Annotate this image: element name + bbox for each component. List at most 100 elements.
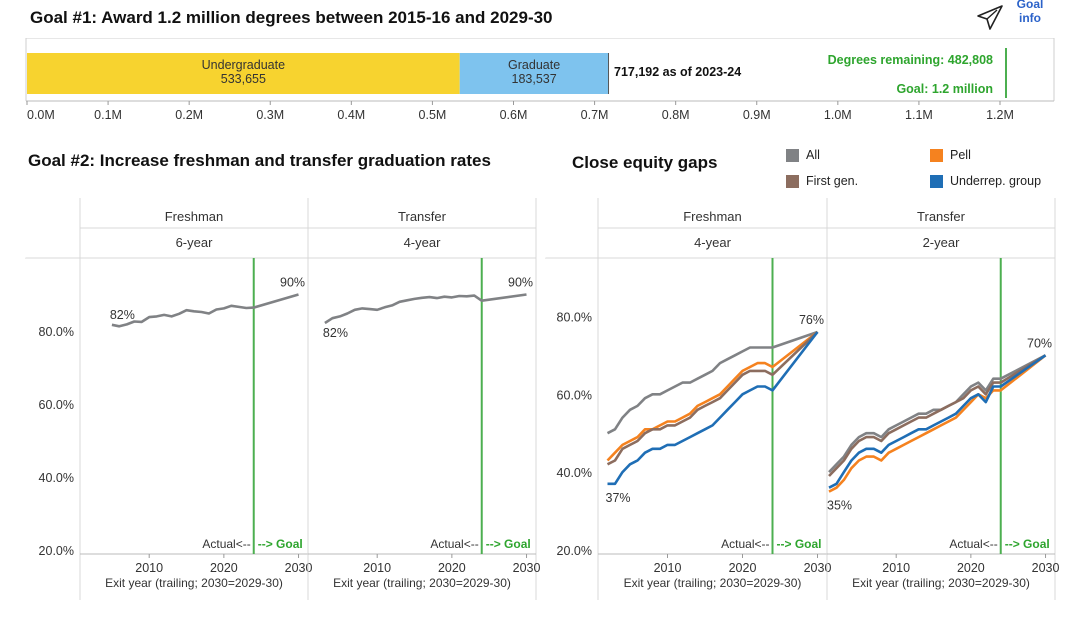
data-label: 90% bbox=[508, 276, 533, 290]
legend-swatch-underrep bbox=[930, 174, 943, 188]
y-tick-label: 60.0% bbox=[557, 388, 592, 402]
data-label: 76% bbox=[799, 313, 824, 327]
x-tick-label: 2030 bbox=[1032, 561, 1060, 575]
goal1-axis-tick-label: 0.8M bbox=[662, 108, 690, 122]
x-tick-label: 2010 bbox=[363, 561, 391, 575]
x-tick-label: 2030 bbox=[513, 561, 541, 575]
x-tick-label: 2020 bbox=[210, 561, 238, 575]
x-tick-label: 2030 bbox=[285, 561, 313, 575]
series-line-all[interactable] bbox=[828, 354, 1047, 474]
goal-info-link[interactable]: Goal info bbox=[1010, 0, 1050, 25]
graduation-rate-charts: Freshman 6-year 80.0% 60.0% 40.0% 20.0% 2010 20… bbox=[24, 198, 1060, 600]
x-axis-title: Exit year (trailing; 2030=2029-30) bbox=[105, 576, 283, 590]
data-label: 90% bbox=[280, 276, 305, 290]
goal2-title: Goal #2: Increase freshman and transfer … bbox=[28, 151, 491, 170]
goal1-axis-tick-label: 1.1M bbox=[905, 108, 933, 122]
legend-item-pell[interactable]: Pell bbox=[930, 148, 971, 162]
y-tick-label: 20.0% bbox=[557, 544, 592, 558]
actual-label: Actual<-- bbox=[721, 537, 769, 551]
goal-info-line1: Goal bbox=[1016, 0, 1044, 11]
goal1-axis-tick-label: 0.6M bbox=[500, 108, 528, 122]
x-tick-label: 2020 bbox=[729, 561, 757, 575]
goal1-axis-tick-label: 1.0M bbox=[824, 108, 852, 122]
actual-label: Actual<-- bbox=[430, 537, 478, 551]
x-tick-label: 2020 bbox=[957, 561, 985, 575]
data-label: 37% bbox=[606, 491, 631, 505]
data-label: 82% bbox=[110, 308, 135, 322]
x-tick-label: 2010 bbox=[882, 561, 910, 575]
data-label: 35% bbox=[827, 499, 852, 513]
series-line-first-gen-[interactable] bbox=[828, 354, 1047, 477]
panel-header: Freshman bbox=[165, 209, 224, 224]
y-tick-label: 20.0% bbox=[39, 544, 74, 558]
series-line-first-gen-[interactable] bbox=[606, 331, 819, 466]
goal1-x-axis: 0.0M 0.1M 0.2M 0.3M 0.4M 0.5M 0.6M 0.7M 0.8M 0.9M… bbox=[26, 100, 1054, 122]
panel-subheader: 6-year bbox=[176, 235, 214, 250]
goal1-axis-tick-label: 1.2M bbox=[986, 108, 1014, 122]
chart-panel-2: Freshman 4-year 80.0% 60.0% 40.0% 20.0% 2010 20… bbox=[544, 198, 832, 600]
series-line-all[interactable] bbox=[324, 293, 527, 325]
remaining-label: Degrees remaining: 482,808 bbox=[828, 53, 993, 67]
actual-label: Actual<-- bbox=[949, 537, 997, 551]
y-tick-label: 80.0% bbox=[39, 325, 74, 339]
data-label: 82% bbox=[323, 326, 348, 340]
y-tick-label: 60.0% bbox=[39, 398, 74, 412]
actual-label: Actual<-- bbox=[202, 537, 250, 551]
x-axis-title: Exit year (trailing; 2030=2029-30) bbox=[624, 576, 802, 590]
goal1-bar-chart: Undergraduate 533,655 Graduate 183,537 7… bbox=[25, 38, 1055, 122]
x-tick-label: 2010 bbox=[654, 561, 682, 575]
undergraduate-value: 533,655 bbox=[221, 72, 266, 86]
panel-subheader: 2-year bbox=[923, 235, 961, 250]
panel-header: Freshman bbox=[683, 209, 742, 224]
goal1-axis-tick-label: 0.1M bbox=[94, 108, 122, 122]
series-line-underrep-group[interactable] bbox=[607, 331, 819, 486]
asof-label: 717,192 as of 2023-24 bbox=[614, 65, 741, 79]
goal1-axis-tick-label: 0.5M bbox=[419, 108, 447, 122]
series-line-all[interactable] bbox=[606, 330, 818, 435]
x-tick-label: 2030 bbox=[804, 561, 832, 575]
x-tick-label: 2020 bbox=[438, 561, 466, 575]
goal-arrow-label: --> Goal bbox=[777, 537, 822, 551]
goal-label: Goal: 1.2 million bbox=[896, 82, 993, 96]
goal1-title: Goal #1: Award 1.2 million degrees betwe… bbox=[30, 8, 553, 27]
equity-title: Close equity gaps bbox=[572, 153, 718, 172]
legend-label-first-gen: First gen. bbox=[806, 174, 859, 188]
undergraduate-label: Undergraduate bbox=[202, 58, 285, 72]
goal1-axis-tick-label: 0.4M bbox=[337, 108, 365, 122]
legend-item-all[interactable]: All bbox=[786, 148, 820, 162]
y-tick-label: 40.0% bbox=[39, 471, 74, 485]
legend-item-underrep[interactable]: Underrep. group bbox=[930, 174, 1041, 188]
x-axis-title: Exit year (trailing; 2030=2029-30) bbox=[852, 576, 1030, 590]
legend-swatch-first-gen bbox=[786, 174, 799, 188]
legend-swatch-pell bbox=[930, 148, 943, 162]
goal-arrow-label: --> Goal bbox=[1005, 537, 1050, 551]
series-line-underrep-group[interactable] bbox=[828, 354, 1047, 489]
x-tick-label: 2010 bbox=[135, 561, 163, 575]
graduate-value: 183,537 bbox=[512, 72, 557, 86]
y-tick-label: 80.0% bbox=[557, 310, 592, 324]
panel-header: Transfer bbox=[917, 209, 966, 224]
goal1-axis-tick-label: 0.2M bbox=[175, 108, 203, 122]
panel-header: Transfer bbox=[398, 209, 447, 224]
goal-arrow-label: --> Goal bbox=[258, 537, 303, 551]
goal1-axis-tick-label: 0.9M bbox=[743, 108, 771, 122]
goal1-axis-tick-label: 0.0M bbox=[27, 108, 55, 122]
series-line-all[interactable] bbox=[111, 293, 299, 328]
graduate-bar[interactable] bbox=[459, 53, 609, 94]
graduate-label: Graduate bbox=[508, 58, 560, 72]
goal-arrow-label: --> Goal bbox=[486, 537, 531, 551]
cursor-pointer-icon[interactable] bbox=[972, 2, 1006, 32]
goal1-axis-tick-label: 0.3M bbox=[256, 108, 284, 122]
panel-subheader: 4-year bbox=[694, 235, 732, 250]
y-tick-label: 40.0% bbox=[557, 466, 592, 480]
goal1-axis-tick-label: 0.7M bbox=[581, 108, 609, 122]
legend-item-first-gen[interactable]: First gen. bbox=[786, 174, 858, 188]
legend-label-pell: Pell bbox=[950, 148, 971, 162]
series-line-pell[interactable] bbox=[606, 330, 819, 462]
x-axis-title: Exit year (trailing; 2030=2029-30) bbox=[333, 576, 511, 590]
goal-info-line2: info bbox=[1019, 11, 1041, 25]
data-label: 70% bbox=[1027, 336, 1052, 350]
legend-swatch-all bbox=[786, 148, 799, 162]
undergraduate-bar[interactable] bbox=[27, 53, 460, 94]
